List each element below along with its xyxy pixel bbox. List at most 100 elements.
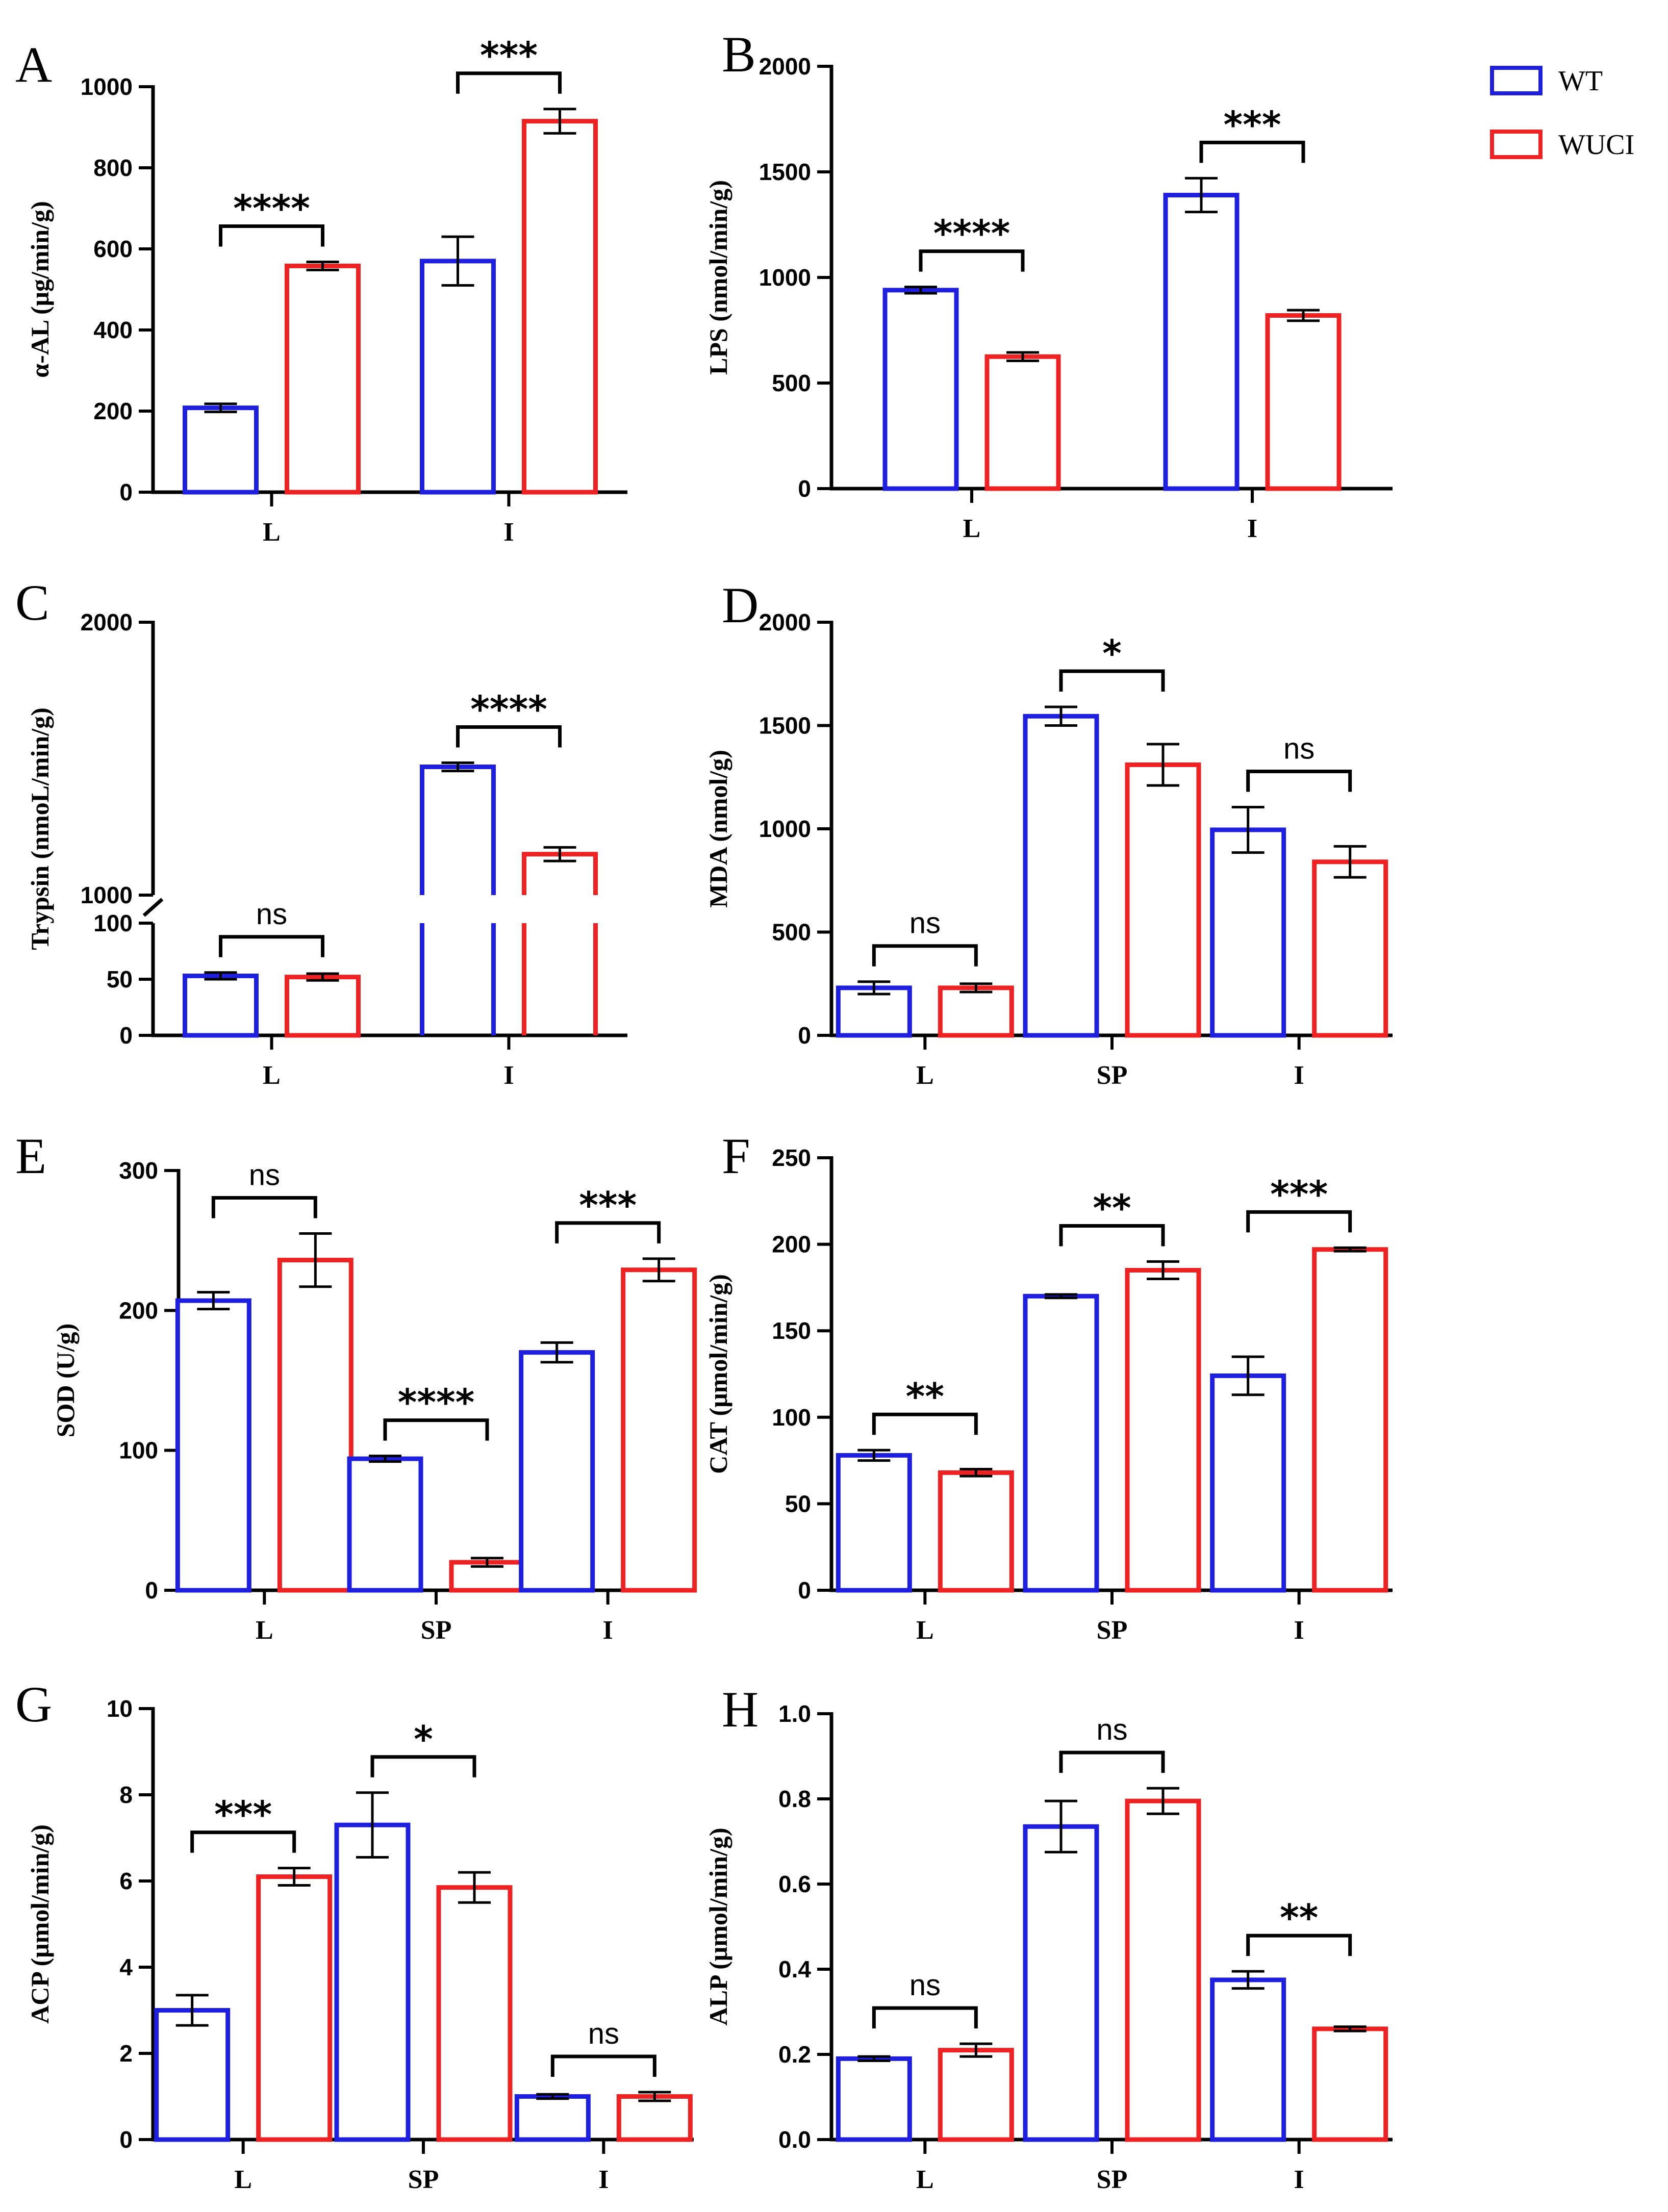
x-tick-label: L (963, 514, 981, 543)
significance-bracket (1059, 1224, 1165, 1247)
significance-label: *** (1270, 1173, 1328, 1215)
significance-label: * (1102, 632, 1122, 675)
y-tick-label: 0.8 (778, 1786, 811, 1812)
significance-label: ns (249, 1158, 280, 1191)
significance-bracket (1059, 1750, 1165, 1773)
y-tick-label: 0 (145, 1577, 158, 1604)
y-tick-label: 0 (798, 1577, 811, 1604)
bar-wt (1210, 1373, 1286, 1593)
bar-wuci (616, 2094, 693, 2142)
panel-letter: E (15, 1128, 46, 1184)
chart-panel-b: B 0 500 1000 1500 2000 LPS (nmol/min/g) L **** I *… (704, 26, 1393, 543)
significance-label: **** (398, 1381, 475, 1424)
y-tick-label: 0 (119, 1022, 133, 1049)
x-tick-label: SP (1097, 1616, 1128, 1645)
y-tick-label: 1500 (759, 713, 811, 739)
y-tick-label: 200 (93, 398, 133, 424)
bar-wt (1210, 827, 1286, 1038)
y-tick-label: 1000 (759, 816, 811, 842)
significance-label: **** (233, 187, 310, 230)
panel-letter: B (722, 26, 756, 83)
significance-bracket (1246, 769, 1352, 792)
x-tick-label: I (1247, 514, 1257, 543)
x-tick-label: L (916, 1616, 934, 1645)
x-tick-label: SP (421, 1616, 452, 1645)
panel-letter: A (15, 36, 52, 93)
y-tick-label: 50 (107, 966, 133, 993)
y-tick-label: 0.2 (778, 2041, 811, 2068)
significance-label: *** (480, 34, 538, 77)
bar-wt (882, 288, 959, 491)
y-axis-title: Trypsin (nmoL/min/g) (26, 707, 54, 950)
y-tick-label: 0.0 (778, 2126, 811, 2153)
significance-bracket (919, 249, 1025, 272)
panel-letter: G (15, 1676, 52, 1733)
bar-wuci (621, 1267, 697, 1593)
x-tick-label: L (263, 518, 281, 547)
bar-wt (334, 1822, 411, 2142)
bar-wuci (1125, 1267, 1201, 1593)
y-tick-label: 1000 (81, 882, 133, 908)
y-tick-label: 0 (798, 1022, 811, 1049)
bar-wt (420, 259, 496, 495)
bar-wuci (436, 1885, 513, 2142)
panel-letter: H (722, 1681, 759, 1738)
significance-bracket (456, 725, 562, 748)
bar-wuci (1312, 2026, 1388, 2142)
significance-bracket (1199, 140, 1305, 163)
y-axis-title: CAT (μmol/min/g) (704, 1274, 732, 1474)
bar-wuci (938, 985, 1014, 1038)
significance-label: *** (1224, 103, 1281, 146)
y-tick-label: 1000 (81, 73, 133, 100)
bar-wt (514, 2094, 591, 2142)
bar-wt (1023, 1824, 1099, 2142)
significance-bracket (370, 1755, 476, 1777)
x-tick-label: I (503, 518, 514, 547)
y-tick-label: 0 (798, 475, 811, 502)
chart-panel-e: E 0 100 200 300 SOD (U/g) Lns SP **** I *** (15, 1128, 697, 1645)
bar-wuci (938, 2048, 1014, 2142)
panel-letter: D (722, 577, 759, 633)
legend: WT WUCI (1490, 65, 1634, 161)
significance-label: ** (906, 1375, 944, 1418)
bar-wuci (285, 263, 361, 495)
y-tick-label: 2000 (759, 609, 811, 635)
bar-wuci (1125, 762, 1201, 1038)
significance-bracket (219, 224, 324, 247)
y-tick-label: 2000 (81, 609, 133, 635)
bar-wuci (277, 1258, 353, 1593)
y-tick-label: 100 (772, 1404, 811, 1431)
y-tick-label: 1000 (759, 264, 811, 291)
bar-wt (347, 1456, 423, 1593)
y-tick-label: 10 (107, 1695, 133, 1722)
y-tick-label: 4 (119, 1954, 133, 1980)
x-tick-label: SP (408, 2165, 439, 2194)
axis-break-mark (142, 898, 164, 917)
significance-bracket (872, 944, 978, 967)
y-axis-title: LPS (nmol/min/g) (704, 180, 732, 375)
y-tick-label: 0 (119, 479, 133, 505)
x-tick-label: I (503, 1061, 514, 1090)
significance-bracket (550, 2054, 656, 2077)
x-tick-label: L (263, 1061, 281, 1090)
x-tick-label: L (234, 2165, 252, 2194)
significance-label: ** (1280, 1896, 1318, 1939)
panel-letter: F (722, 1128, 750, 1184)
x-tick-label: I (1294, 1061, 1304, 1090)
significance-bracket (383, 1418, 489, 1441)
significance-label: ** (1093, 1187, 1131, 1230)
x-tick-label: L (256, 1616, 273, 1645)
bar-wuci-lower (522, 923, 598, 1035)
y-tick-label: 0 (119, 2126, 133, 2153)
bar-wuci (1125, 1798, 1201, 2142)
y-tick-label: 50 (785, 1490, 811, 1517)
chart-panel-f: F 0 50 100 150 200 250 CAT (μmol/min/g) L ** SP ** I… (704, 1128, 1393, 1645)
y-axis-title: α-AL (μg/min/g) (26, 201, 54, 378)
bar-wuci (522, 119, 598, 495)
bar-wt (836, 1453, 912, 1593)
legend-swatch-wuci (1490, 130, 1543, 159)
chart-panel-g: G 0 2 4 6 8 10 ACP (μmol/min/g) L *** SP * Ins (15, 1676, 694, 2194)
x-tick-label: L (916, 1061, 934, 1090)
